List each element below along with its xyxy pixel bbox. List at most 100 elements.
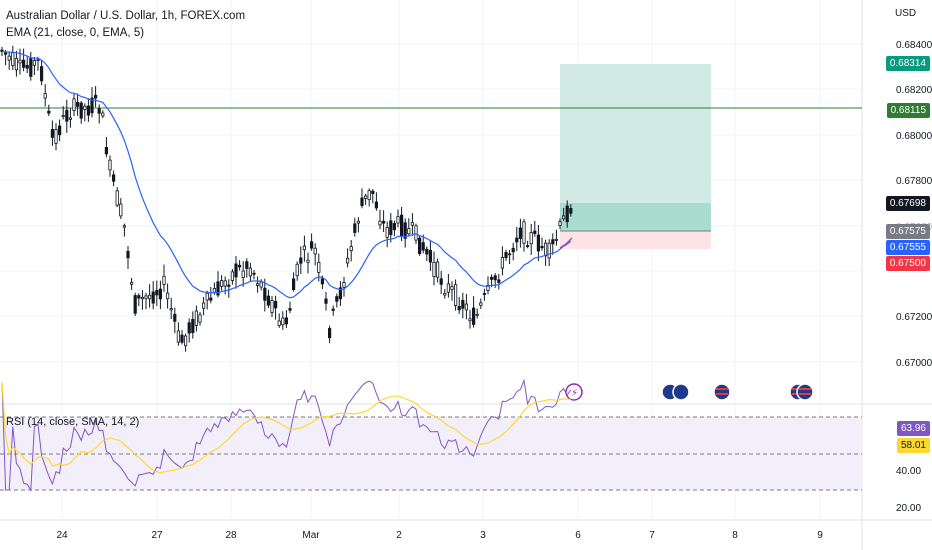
open-profit-zone [560,203,711,231]
candle-body [526,245,530,247]
rsi-sma-line[interactable] [1,381,571,474]
ema-line[interactable] [1,50,572,299]
us-flag-event-icon[interactable] [713,383,731,401]
price-tick-label: 0.67800 [896,176,932,187]
candle-body [234,263,238,278]
candle-body [371,190,375,194]
candle-body [295,263,299,277]
candle-body [562,215,566,220]
candle-body [183,335,188,347]
australia-flag-event-icon[interactable] [672,383,690,401]
candle-body [14,58,18,71]
candle-body [147,294,152,300]
candle-body [381,220,386,224]
candle-body [4,52,8,55]
candle-body [544,242,548,257]
candle-body [137,295,141,299]
candle-body [198,314,202,323]
candle-body [378,220,382,226]
candle-body [32,60,37,66]
price-tick-label: 0.67200 [896,312,932,323]
candle-body [493,275,497,281]
flag-stripe [716,393,728,395]
us-flag-event-icon[interactable] [796,383,814,401]
candle-body [162,275,166,285]
rsi-tick-label: 20.00 [896,503,921,514]
candle-body [489,276,494,280]
candle-body [331,308,335,311]
candle-body [112,174,116,182]
rsi-indicator-label[interactable]: RSI (14, close, SMA, 14, 2) [6,416,140,428]
candle-body [25,64,29,69]
candle-body [345,257,350,264]
candle-body [421,242,425,251]
candle-body [425,248,429,255]
candle-body [299,257,303,264]
candle-body [457,306,461,311]
candle-body [76,102,80,107]
candle-body [500,257,505,269]
candle-body [72,98,76,111]
candle-body [241,270,245,279]
candle-body [324,298,328,304]
candle-body [83,105,87,110]
candle-body [108,159,112,171]
candle-body [471,307,476,325]
candle-body [504,252,508,259]
candle-body [155,290,159,296]
time-tick-label: Mar [302,530,320,541]
candle-body [101,112,105,117]
candle-body [65,109,69,122]
candle-body [407,228,411,235]
candle-body [205,292,209,301]
candle-body [43,93,47,99]
ema-forecast-line [559,237,573,249]
candle-body [61,115,65,117]
stop-price-badge: 0.67500 [885,256,930,271]
candle-body [248,267,252,277]
rsi-line[interactable] [1,378,572,492]
candle-body [551,239,555,245]
candle-body [446,283,451,293]
candle-body [338,287,343,300]
ema-indicator-label[interactable]: EMA (21, close, 0, EMA, 5) [6,27,145,39]
candle-body [335,296,339,302]
candle-body [94,94,98,99]
candle-body [306,259,310,263]
rsi-sma-value-badge: 58.01 [896,438,930,453]
candle-body [313,247,317,255]
candle-body [353,223,357,233]
price-tick-label: 0.67000 [896,358,932,369]
candle-body [432,261,436,277]
candle-body [7,55,11,61]
flag-stripe [716,388,728,390]
candle-body [194,310,198,326]
flag-stripe [799,393,811,395]
candle-body [140,296,144,300]
candle-body [187,322,191,334]
lightning-glyph: ⚡ [571,388,578,399]
candle-body [349,246,353,252]
candle-body [453,284,458,306]
price-tick-label: 0.68400 [896,40,932,51]
currency-label: USD [895,8,917,19]
time-tick-label: 27 [151,530,163,541]
candle-body [176,330,180,343]
stop-zone[interactable] [560,231,711,249]
time-tick-label: 2 [396,530,402,541]
candle-body [342,282,346,288]
candle-body [216,281,220,296]
candle-body [435,261,440,278]
candle-body [230,271,234,281]
candle-body [270,300,274,313]
candle-body [428,249,433,263]
candle-body [18,59,22,64]
ema-price-badge: 0.67555 [885,240,930,255]
candle-body [165,292,170,300]
candle-body [392,223,397,231]
candle-body [320,278,325,285]
candle-body [36,59,40,61]
candle-body [252,272,256,275]
